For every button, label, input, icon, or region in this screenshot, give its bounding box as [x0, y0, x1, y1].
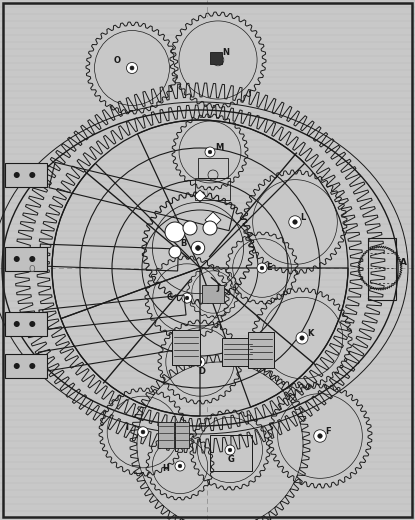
Text: L: L [300, 213, 305, 222]
Circle shape [289, 216, 301, 228]
Circle shape [29, 172, 35, 178]
Circle shape [14, 256, 20, 262]
Circle shape [225, 445, 235, 455]
Circle shape [293, 220, 297, 224]
Text: K: K [307, 329, 313, 338]
Circle shape [256, 292, 348, 384]
Bar [158, 422, 174, 448]
Text: F: F [325, 427, 331, 436]
Circle shape [29, 363, 35, 369]
Circle shape [205, 147, 215, 157]
Text: B: B [180, 239, 186, 248]
Text: C: C [167, 293, 173, 302]
Bar [222, 338, 254, 366]
Circle shape [127, 62, 137, 73]
Circle shape [178, 464, 182, 468]
Bar [248, 332, 274, 368]
Circle shape [175, 117, 245, 187]
Circle shape [29, 321, 35, 327]
Circle shape [211, 290, 215, 294]
Circle shape [14, 172, 20, 178]
Text: E: E [266, 263, 272, 272]
Circle shape [208, 150, 212, 154]
Circle shape [195, 357, 205, 367]
Circle shape [257, 263, 267, 273]
Circle shape [272, 388, 368, 484]
Circle shape [203, 221, 217, 235]
Bar [210, 52, 222, 64]
Circle shape [185, 296, 189, 300]
Bar [210, 435, 252, 471]
Circle shape [103, 392, 184, 473]
Circle shape [148, 259, 226, 337]
Circle shape [212, 54, 224, 66]
Text: O: O [28, 265, 34, 274]
Circle shape [191, 241, 205, 255]
Circle shape [14, 363, 20, 369]
Circle shape [182, 293, 192, 303]
Polygon shape [205, 212, 221, 228]
Bar [5, 163, 47, 187]
Circle shape [14, 321, 20, 327]
Circle shape [138, 427, 148, 437]
Text: O: O [114, 56, 121, 65]
Circle shape [229, 235, 295, 301]
Text: D: D [198, 367, 205, 376]
Bar [5, 312, 47, 336]
Bar [368, 238, 396, 300]
Circle shape [208, 287, 218, 297]
Circle shape [149, 435, 212, 498]
Circle shape [300, 336, 304, 340]
Bar [198, 158, 228, 178]
Circle shape [247, 174, 343, 270]
Text: A: A [400, 258, 407, 267]
Text: H: H [162, 464, 169, 473]
Circle shape [165, 222, 185, 242]
Circle shape [146, 196, 250, 300]
Polygon shape [194, 190, 206, 202]
Bar [195, 178, 230, 200]
Text: G: G [228, 455, 235, 464]
Circle shape [29, 256, 35, 262]
Circle shape [260, 266, 264, 270]
Text: N: N [222, 48, 229, 57]
Circle shape [183, 221, 197, 235]
Circle shape [198, 360, 202, 364]
Bar [172, 330, 200, 365]
Circle shape [169, 246, 181, 258]
Circle shape [318, 434, 322, 438]
Bar [5, 247, 47, 271]
Circle shape [296, 332, 308, 344]
Circle shape [193, 413, 267, 487]
Circle shape [90, 25, 175, 111]
Text: J: J [216, 283, 219, 292]
Text: M: M [215, 143, 223, 152]
Circle shape [173, 16, 262, 105]
Text: I: I [125, 423, 128, 432]
Circle shape [228, 448, 232, 452]
Bar [5, 354, 47, 378]
Circle shape [314, 430, 326, 442]
Circle shape [161, 323, 239, 401]
Bar [175, 422, 189, 448]
Circle shape [175, 461, 185, 471]
Circle shape [130, 66, 134, 70]
Circle shape [195, 245, 200, 250]
Circle shape [141, 430, 145, 434]
Circle shape [189, 268, 237, 316]
Circle shape [216, 58, 220, 62]
Bar [202, 285, 224, 303]
